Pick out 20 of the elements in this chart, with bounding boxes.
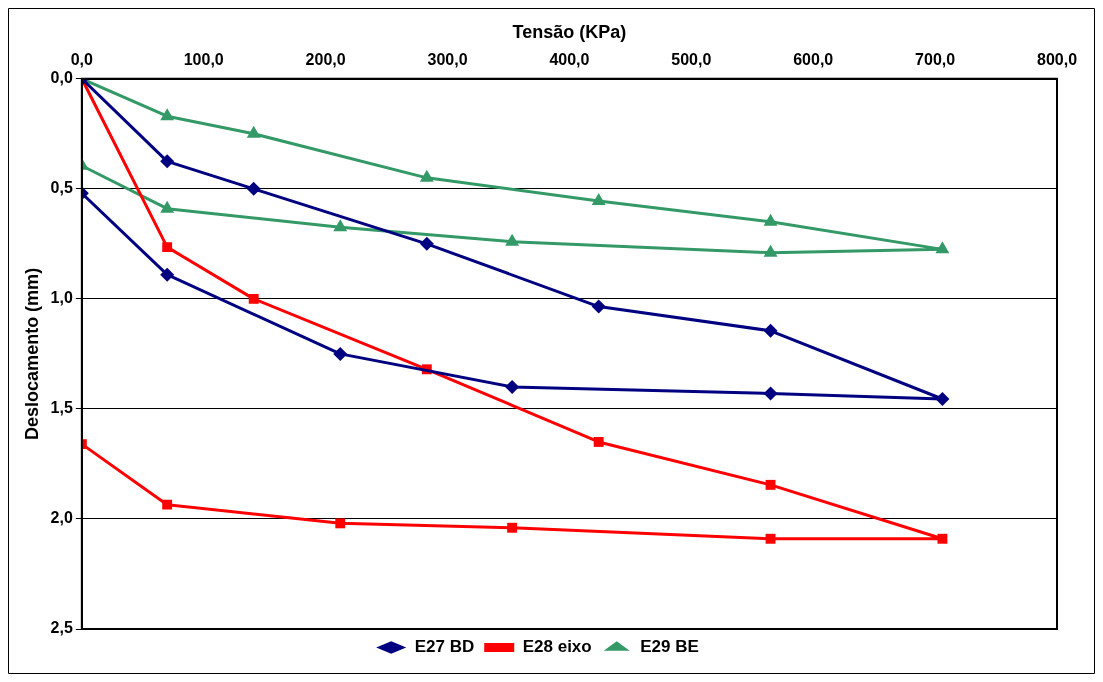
- x-axis-title: Tensão (KPa): [512, 21, 627, 42]
- x-tick-label: 100,0: [183, 50, 224, 68]
- x-tick-label: 200,0: [305, 50, 346, 68]
- y-tick-label: 0,5: [50, 179, 73, 197]
- x-tick-label: 0,0: [70, 50, 94, 68]
- legend-label: E29 BE: [640, 637, 699, 657]
- x-tick-label: 600,0: [793, 50, 834, 68]
- y-tick-label: 2,5: [50, 619, 73, 637]
- x-tick-label: 400,0: [549, 50, 590, 68]
- legend-label: E27 BD: [414, 637, 475, 657]
- x-tick-label: 300,0: [427, 50, 468, 68]
- legend-label: E28 eixo: [522, 637, 592, 657]
- x-tick-label: 800,0: [1036, 50, 1078, 68]
- y-tick-label: 2,0: [50, 509, 73, 527]
- x-tick-label: 500,0: [671, 50, 712, 68]
- y-axis-title: Deslocamento (mm): [21, 267, 42, 440]
- y-tick-label: 0,0: [50, 69, 73, 87]
- x-tick-label: 700,0: [915, 50, 956, 68]
- y-tick-label: 1,0: [50, 289, 73, 307]
- y-tick-label: 1,5: [50, 399, 73, 417]
